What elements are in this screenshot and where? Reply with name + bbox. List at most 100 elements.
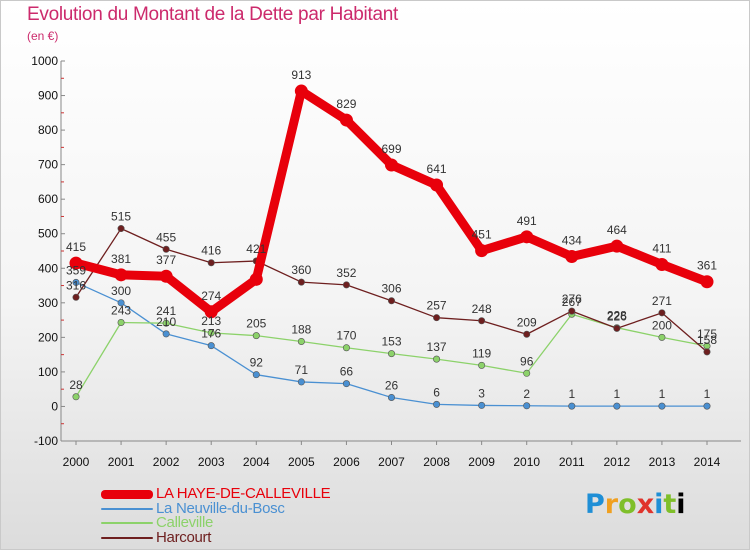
data-point: [430, 178, 444, 192]
data-point: [387, 393, 395, 401]
data-label: 6: [433, 385, 440, 399]
data-point: [387, 297, 395, 305]
y-tick-label: 1000: [31, 54, 58, 68]
x-tick-label: 2012: [604, 455, 631, 469]
legend-label: Harcourt: [156, 528, 212, 546]
x-tick-label: 2000: [63, 455, 90, 469]
data-point: [117, 299, 125, 307]
data-label: 411: [652, 241, 671, 255]
data-point: [72, 393, 80, 401]
data-point: [478, 401, 486, 409]
x-tick-label: 2003: [198, 455, 225, 469]
x-tick-label: 2005: [288, 455, 315, 469]
data-point: [520, 230, 534, 244]
data-label: 1: [568, 387, 575, 401]
data-label: 416: [201, 244, 221, 258]
data-point: [297, 338, 305, 346]
data-label: 434: [562, 234, 582, 248]
legend-label: La Neuville-du-Bosc: [156, 499, 285, 517]
data-label: 241: [156, 304, 176, 318]
legend-swatch: [101, 536, 153, 539]
data-label: 699: [381, 142, 401, 156]
x-tick-label: 2004: [243, 455, 270, 469]
data-label: 359: [66, 263, 86, 277]
data-point: [655, 257, 669, 271]
data-point: [117, 225, 125, 233]
data-label: 92: [250, 356, 264, 370]
data-point: [252, 371, 260, 379]
data-label: 228: [607, 309, 627, 323]
data-point: [610, 239, 624, 253]
y-tick-label: 400: [38, 261, 58, 275]
data-label: 158: [697, 333, 717, 347]
legend-label: LA HAYE-DE-CALLEVILLE: [156, 485, 331, 502]
data-label: 226: [607, 309, 627, 323]
legend-swatch: [101, 489, 153, 499]
data-label: 352: [336, 266, 356, 280]
data-label: 137: [427, 340, 447, 354]
data-label: 66: [340, 365, 354, 379]
y-tick-label: 0: [51, 399, 58, 413]
x-tick-label: 2001: [108, 455, 135, 469]
y-tick-label: 900: [38, 89, 58, 103]
y-tick-label: 800: [38, 123, 58, 137]
y-tick-label: 600: [38, 192, 58, 206]
data-label: 210: [156, 315, 176, 329]
legend-swatch: [101, 522, 153, 525]
proxiti-logo: Proxiti: [585, 489, 686, 520]
data-point: [72, 278, 80, 286]
data-point: [565, 250, 579, 264]
data-point: [207, 259, 215, 267]
x-tick-label: 2008: [423, 455, 450, 469]
data-label: 209: [517, 315, 537, 329]
data-label: 421: [246, 242, 266, 256]
y-tick-label: 200: [38, 330, 58, 344]
data-label: 300: [111, 284, 131, 298]
legend: LA HAYE-DE-CALLEVILLE La Neuville-du-Bos…: [101, 485, 331, 546]
data-label: 200: [652, 318, 672, 332]
data-label: 71: [295, 363, 309, 377]
data-label: 306: [381, 282, 401, 296]
data-point: [475, 244, 489, 258]
data-point: [658, 333, 666, 341]
data-label: 96: [520, 354, 534, 368]
data-point: [114, 268, 128, 282]
data-label: 515: [111, 210, 131, 224]
x-tick-label: 2014: [694, 455, 721, 469]
legend-item: Calleville: [101, 515, 330, 531]
data-label: 276: [562, 292, 582, 306]
data-point: [204, 305, 218, 319]
chart-subtitle: (en €): [27, 29, 59, 43]
data-label: 28: [69, 378, 83, 392]
data-label: 361: [697, 259, 717, 273]
data-label: 464: [607, 223, 627, 237]
data-point: [523, 330, 531, 338]
data-point: [658, 309, 666, 317]
legend-swatch: [101, 507, 153, 510]
x-tick-label: 2009: [468, 455, 495, 469]
data-label: 205: [246, 317, 266, 331]
data-label: 170: [336, 329, 356, 343]
data-point: [342, 380, 350, 388]
data-point: [207, 342, 215, 350]
data-label: 1: [659, 387, 666, 401]
data-label: 26: [385, 378, 399, 392]
data-point: [162, 319, 170, 327]
data-point: [433, 400, 441, 408]
data-label: 176: [201, 327, 221, 341]
data-point: [162, 245, 170, 253]
data-point: [342, 281, 350, 289]
data-point: [433, 355, 441, 363]
data-point: [385, 158, 398, 172]
data-point: [252, 332, 260, 340]
chart-title: Evolution du Montant de la Dette par Hab…: [27, 4, 398, 25]
data-label: 153: [381, 335, 401, 349]
data-label: 257: [427, 299, 447, 313]
data-point: [249, 272, 263, 286]
x-tick-label: 2006: [333, 455, 360, 469]
data-label: 360: [291, 263, 311, 277]
x-tick-label: 2011: [559, 455, 585, 469]
y-tick-label: 300: [38, 296, 58, 310]
data-label: 316: [66, 278, 86, 292]
